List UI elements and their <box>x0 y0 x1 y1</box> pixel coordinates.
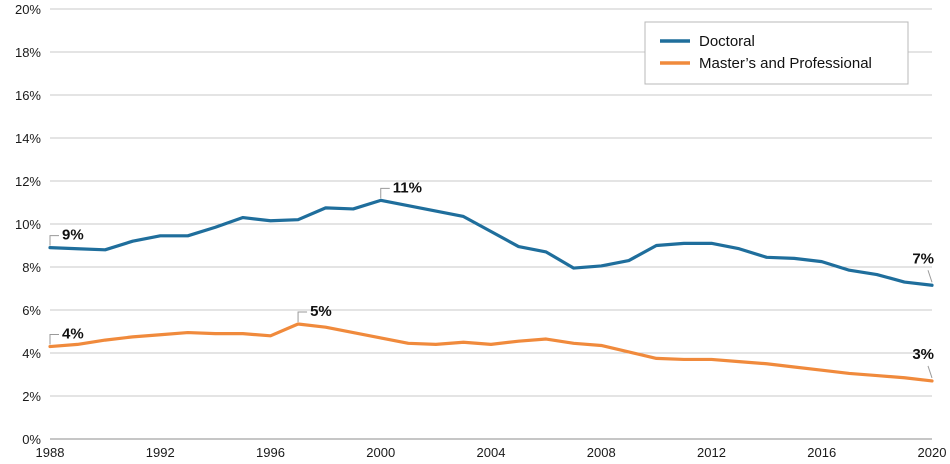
y-tick-label: 20% <box>15 2 41 17</box>
y-tick-label: 2% <box>22 389 41 404</box>
data-labels: 9% 11% 7% 4% 5% 3% <box>49 179 934 379</box>
axes: 0% 2% 4% 6% 8% 10% 12% 14% 16% 18% 20% 1988 1992 1996… <box>15 2 946 460</box>
x-tick-label: 1996 <box>256 445 285 460</box>
y-tick-label: 16% <box>15 88 41 103</box>
legend-label-masters: Master’s and Professional <box>699 55 872 72</box>
x-tick-label: 2016 <box>807 445 836 460</box>
data-label: 4% <box>62 326 84 343</box>
gridlines <box>50 8 932 397</box>
y-tick-label: 0% <box>22 432 41 447</box>
x-tick-label: 2008 <box>587 445 616 460</box>
data-label-leader <box>49 334 59 345</box>
y-tick-label: 12% <box>15 174 41 189</box>
legend-label-doctoral: Doctoral <box>699 33 755 50</box>
data-label-leader <box>380 187 390 199</box>
data-label: 9% <box>62 227 84 244</box>
series-line-masters <box>48 322 934 383</box>
x-tick-label: 1988 <box>36 445 65 460</box>
data-label: 3% <box>912 346 934 363</box>
data-label-leader <box>927 365 933 379</box>
y-tick-label: 6% <box>22 303 41 318</box>
data-label: 5% <box>310 303 332 320</box>
y-tick-label: 18% <box>15 45 41 60</box>
y-tick-label: 4% <box>22 346 41 361</box>
data-label-leader <box>297 311 308 322</box>
x-tick-label: 2004 <box>477 445 506 460</box>
series-line-doctoral <box>48 198 934 287</box>
legend-box <box>644 21 909 85</box>
x-tick-label: 1992 <box>146 445 175 460</box>
y-tick-label: 14% <box>15 131 41 146</box>
legend: Doctoral Master’s and Professional <box>644 21 909 85</box>
y-tick-label: 10% <box>15 217 41 232</box>
data-label: 11% <box>393 179 422 196</box>
y-tick-label: 8% <box>22 260 41 275</box>
data-label: 7% <box>912 250 934 267</box>
series-lines <box>48 198 934 383</box>
x-tick-label: 2000 <box>366 445 395 460</box>
data-label-leader <box>927 270 933 283</box>
x-tick-label: 2012 <box>697 445 726 460</box>
data-label-leader <box>49 235 59 246</box>
x-tick-label: 2020 <box>918 445 947 460</box>
